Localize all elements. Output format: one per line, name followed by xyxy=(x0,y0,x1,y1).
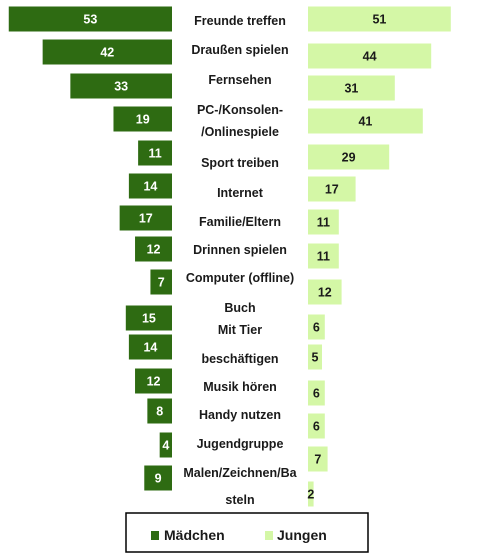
data-label-jungen: 12 xyxy=(318,286,332,300)
bar-maedchen xyxy=(147,398,172,424)
data-label-maedchen: 33 xyxy=(114,80,128,94)
data-label-maedchen: 42 xyxy=(100,46,114,60)
bar-jungen xyxy=(308,176,356,202)
data-label-jungen: 44 xyxy=(363,50,377,64)
legend-box xyxy=(125,512,369,553)
legend-swatch-jungen xyxy=(265,531,273,540)
category-label: Computer (offline) xyxy=(186,271,294,285)
bar-jungen xyxy=(308,344,322,370)
data-label-jungen: 5 xyxy=(312,351,319,365)
data-label-maedchen: 17 xyxy=(139,212,153,226)
category-label: Jugendgruppe xyxy=(197,437,284,451)
bar-maedchen xyxy=(159,432,172,458)
data-label-jungen: 7 xyxy=(314,453,321,467)
data-label-maedchen: 4 xyxy=(162,439,169,453)
bar-maedchen xyxy=(144,465,172,491)
data-label-jungen: 2 xyxy=(307,488,314,502)
bar-jungen xyxy=(308,75,395,101)
category-label: Draußen spielen xyxy=(191,43,288,57)
bar-maedchen xyxy=(128,334,172,360)
bar-jungen xyxy=(308,413,325,439)
data-label-jungen: 6 xyxy=(313,321,320,335)
bar-maedchen xyxy=(119,205,172,231)
category-label: Familie/Eltern xyxy=(199,215,281,229)
data-label-maedchen: 15 xyxy=(142,312,156,326)
bar-maedchen xyxy=(42,39,172,65)
data-label-jungen: 6 xyxy=(313,420,320,434)
bar-jungen xyxy=(308,43,432,69)
data-label-maedchen: 8 xyxy=(156,405,163,419)
bar-maedchen xyxy=(150,269,172,295)
bar-jungen xyxy=(308,108,423,134)
category-label: steln xyxy=(225,493,254,507)
bar-jungen xyxy=(308,243,339,269)
bar-jungen xyxy=(308,446,328,472)
category-label: Malen/Zeichnen/Ba xyxy=(183,466,297,480)
bar-maedchen xyxy=(128,173,172,199)
category-label: Mit Tier xyxy=(218,323,262,337)
bar-maedchen xyxy=(135,236,172,262)
category-label: Drinnen spielen xyxy=(193,243,287,257)
data-label-maedchen: 19 xyxy=(136,113,150,127)
bar-maedchen xyxy=(138,140,172,166)
category-label: /Onlinespiele xyxy=(201,125,279,139)
legend-label-jungen: Jungen xyxy=(277,527,327,543)
data-label-jungen: 31 xyxy=(344,82,358,96)
data-label-jungen: 11 xyxy=(317,250,330,264)
bar-maedchen xyxy=(135,368,172,394)
data-label-maedchen: 53 xyxy=(83,13,97,27)
category-label: Handy nutzen xyxy=(199,408,281,422)
legend: Mädchen Jungen xyxy=(125,512,369,553)
bar-jungen xyxy=(308,279,342,305)
data-label-maedchen: 12 xyxy=(147,375,161,389)
category-label: Musik hören xyxy=(203,380,277,394)
bar-jungen xyxy=(308,6,451,32)
data-label-maedchen: 7 xyxy=(158,276,165,290)
data-label-jungen: 29 xyxy=(342,151,356,165)
bar-maedchen xyxy=(113,106,172,132)
jungen-bars: 51 44 31 41 29 17 11 11 12 6 5 6 6 7 2 xyxy=(307,6,451,507)
category-label: Sport treiben xyxy=(201,156,279,170)
data-label-maedchen: 11 xyxy=(148,147,161,161)
maedchen-bars: 53 42 33 19 11 14 17 12 7 15 14 12 8 4 9 xyxy=(8,6,173,491)
bar-maedchen xyxy=(8,6,173,32)
data-label-maedchen: 9 xyxy=(155,472,162,486)
bar-jungen xyxy=(308,209,339,235)
category-label: Fernsehen xyxy=(208,73,271,87)
legend-swatch-maedchen xyxy=(151,531,159,540)
category-label: beschäftigen xyxy=(201,352,278,366)
bar-jungen xyxy=(308,481,314,507)
data-label-jungen: 6 xyxy=(313,387,320,401)
data-label-jungen: 11 xyxy=(317,216,330,230)
data-label-maedchen: 14 xyxy=(143,180,157,194)
category-label: Buch xyxy=(224,301,255,315)
bar-jungen xyxy=(308,144,390,170)
category-label: Freunde treffen xyxy=(194,14,286,28)
bar-maedchen xyxy=(125,305,172,331)
data-label-jungen: 17 xyxy=(325,183,339,197)
data-label-jungen: 41 xyxy=(358,115,372,129)
category-label: PC-/Konsolen- xyxy=(197,103,283,117)
data-label-maedchen: 12 xyxy=(147,243,161,257)
data-label-jungen: 51 xyxy=(372,13,386,27)
category-label: Internet xyxy=(217,186,264,200)
category-labels: Freunde treffen Draußen spielen Fernsehen P… xyxy=(183,14,297,507)
bar-maedchen xyxy=(70,73,172,99)
bar-jungen xyxy=(308,314,325,340)
bar-jungen xyxy=(308,380,325,406)
data-label-maedchen: 14 xyxy=(143,341,157,355)
legend-label-maedchen: Mädchen xyxy=(164,527,225,543)
